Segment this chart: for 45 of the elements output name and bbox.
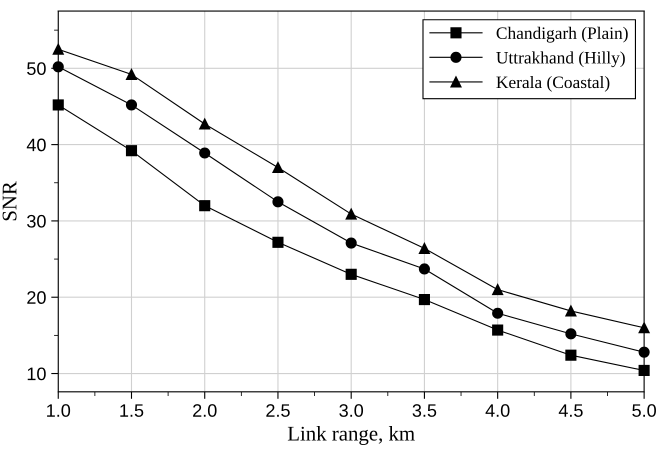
legend-label: Uttrakhand (Hilly): [496, 51, 625, 68]
x-tick-label: 1.0: [47, 404, 70, 417]
point: [418, 242, 430, 254]
point: [565, 350, 576, 361]
y-tick-label: 40: [26, 138, 46, 152]
y-tick-label: 30: [27, 214, 46, 228]
x-tick-label: 2.0: [193, 404, 217, 417]
legend-label: Chandigarh (Plain): [496, 26, 628, 43]
point: [272, 236, 284, 248]
point: [418, 263, 430, 275]
x-tick-label: 4.5: [558, 404, 583, 417]
point: [126, 145, 138, 156]
legend-label: Kerala (Coastal): [496, 76, 610, 92]
point: [126, 68, 138, 80]
point: [638, 364, 650, 376]
point: [638, 346, 650, 358]
x-tick-label: 2.5: [266, 404, 290, 417]
point: [199, 200, 210, 212]
point: [418, 294, 430, 306]
point: [52, 44, 64, 55]
y-tick-label: 20: [27, 291, 46, 304]
point: [638, 322, 650, 334]
y-tick-label: 10: [28, 367, 46, 380]
point: [346, 237, 357, 249]
x-tick-label: 3.5: [412, 404, 436, 417]
point: [199, 147, 210, 159]
x-axis-title: Link range, km: [288, 426, 415, 445]
x-tick-label: 1.5: [120, 404, 144, 417]
x-tick-label: 3.0: [339, 404, 364, 417]
x-tick-label: 4.0: [486, 404, 510, 417]
point: [492, 308, 504, 319]
point: [346, 208, 357, 220]
point: [492, 284, 504, 296]
x-tick-label: 5.0: [632, 404, 656, 417]
point: [346, 268, 357, 280]
point: [52, 99, 64, 110]
y-axis-title: SNR: [2, 181, 17, 220]
point: [565, 328, 576, 340]
point: [199, 118, 210, 130]
point: [565, 305, 576, 317]
point: [492, 324, 504, 336]
point: [272, 162, 284, 174]
point: [272, 196, 284, 208]
y-tick-label: 50: [27, 62, 46, 76]
point: [126, 99, 138, 110]
